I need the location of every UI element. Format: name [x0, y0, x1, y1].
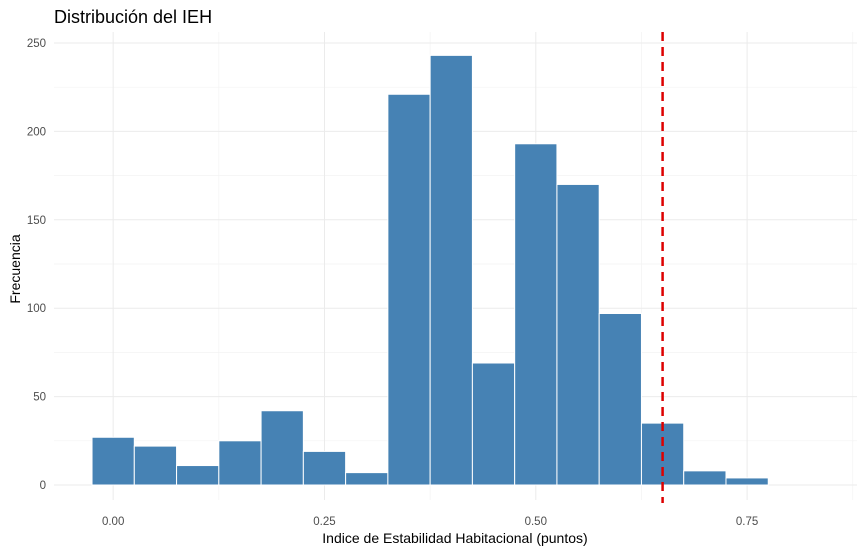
y-tick-label: 150	[27, 215, 46, 227]
histogram-bar	[471, 362, 516, 486]
histogram-bar	[302, 450, 347, 486]
histogram-bar	[514, 143, 558, 486]
y-tick-label: 0	[40, 480, 46, 492]
histogram-bar	[218, 440, 262, 486]
y-axis-label: Frecuencia	[7, 234, 23, 303]
histogram-bar	[133, 445, 178, 486]
histogram-bar	[345, 472, 389, 486]
x-axis-tick-labels: 0.00 0.25 0.50 0.75	[102, 516, 758, 528]
histogram-bar	[725, 477, 769, 486]
y-tick-label: 100	[27, 303, 46, 315]
histogram-bar	[598, 313, 642, 486]
x-axis-label: Indice de Estabilidad Habitacional (punt…	[322, 530, 587, 546]
histogram-bar	[556, 183, 600, 486]
y-axis-tick-labels: 0 50 100 150 200 250	[27, 38, 46, 492]
histogram-bar	[176, 465, 220, 486]
histogram-bar	[260, 410, 304, 486]
histogram-bar	[429, 54, 473, 486]
y-tick-label: 250	[27, 38, 46, 50]
x-tick-label: 0.25	[313, 516, 335, 528]
x-tick-label: 0.75	[736, 516, 758, 528]
x-tick-label: 0.50	[525, 516, 547, 528]
x-tick-label: 0.00	[102, 516, 124, 528]
histogram-bar	[91, 436, 135, 486]
chart-title: Distribución del IEH	[54, 7, 212, 27]
y-tick-label: 200	[27, 126, 46, 138]
histogram-bars	[91, 54, 769, 486]
histogram-bar	[387, 93, 431, 486]
histogram-bar	[683, 470, 727, 486]
y-tick-label: 50	[33, 392, 46, 404]
